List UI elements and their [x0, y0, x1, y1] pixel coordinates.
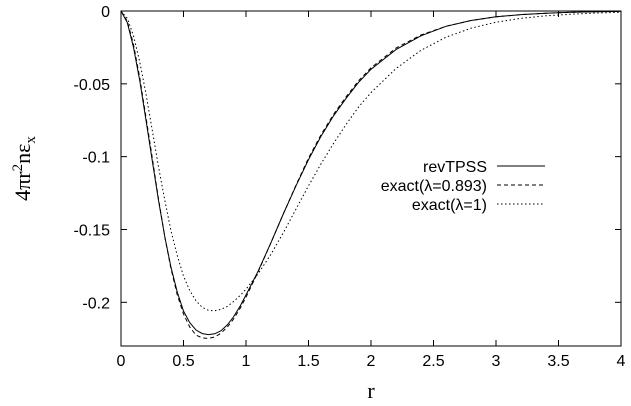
y-axis-title-sub: x [23, 136, 39, 144]
x-tick-label: 3.5 [547, 353, 569, 370]
y-tick-label: -0.15 [74, 222, 111, 239]
series-layer [120, 10, 622, 339]
x-tick-label: 1 [242, 353, 251, 370]
x-tick-label: 3 [492, 353, 501, 370]
x-tick-label: 4 [617, 353, 626, 370]
series-line-2 [120, 10, 622, 339]
legend-label: exact(λ=0.893) [381, 178, 487, 195]
ticks-layer: 0 0.5 1 1.5 2 2.5 3 3.5 4 0 -0.05 -0.1 -0.15 -0.2 [74, 4, 626, 370]
x-tick-label: 2 [367, 353, 376, 370]
y-tick-label: -0.05 [74, 77, 111, 94]
series-line-1 [120, 10, 622, 336]
y-axis-title: 4πr2nεx [10, 136, 39, 201]
x-tick-label: 2.5 [422, 353, 444, 370]
series-line-3 [120, 10, 622, 312]
x-tick-label: 0 [117, 353, 126, 370]
x-axis-title: r [367, 378, 375, 403]
y-axis-title-base: 4πr [10, 171, 35, 201]
y-tick-label: -0.2 [82, 295, 110, 312]
x-tick-label: 0.5 [172, 353, 194, 370]
plot-frame [120, 10, 622, 347]
y-tick-label: -0.1 [82, 150, 110, 167]
legend-label: exact(λ=1) [412, 197, 487, 214]
y-axis-title-sup: 2 [10, 164, 26, 172]
x-tick-label: 1.5 [297, 353, 319, 370]
y-tick-label: 0 [101, 4, 110, 21]
y-axis-title-mid: nε [10, 144, 35, 164]
legend: revTPSS exact(λ=0.893) exact(λ=1) [381, 159, 545, 214]
legend-label: revTPSS [423, 159, 487, 176]
